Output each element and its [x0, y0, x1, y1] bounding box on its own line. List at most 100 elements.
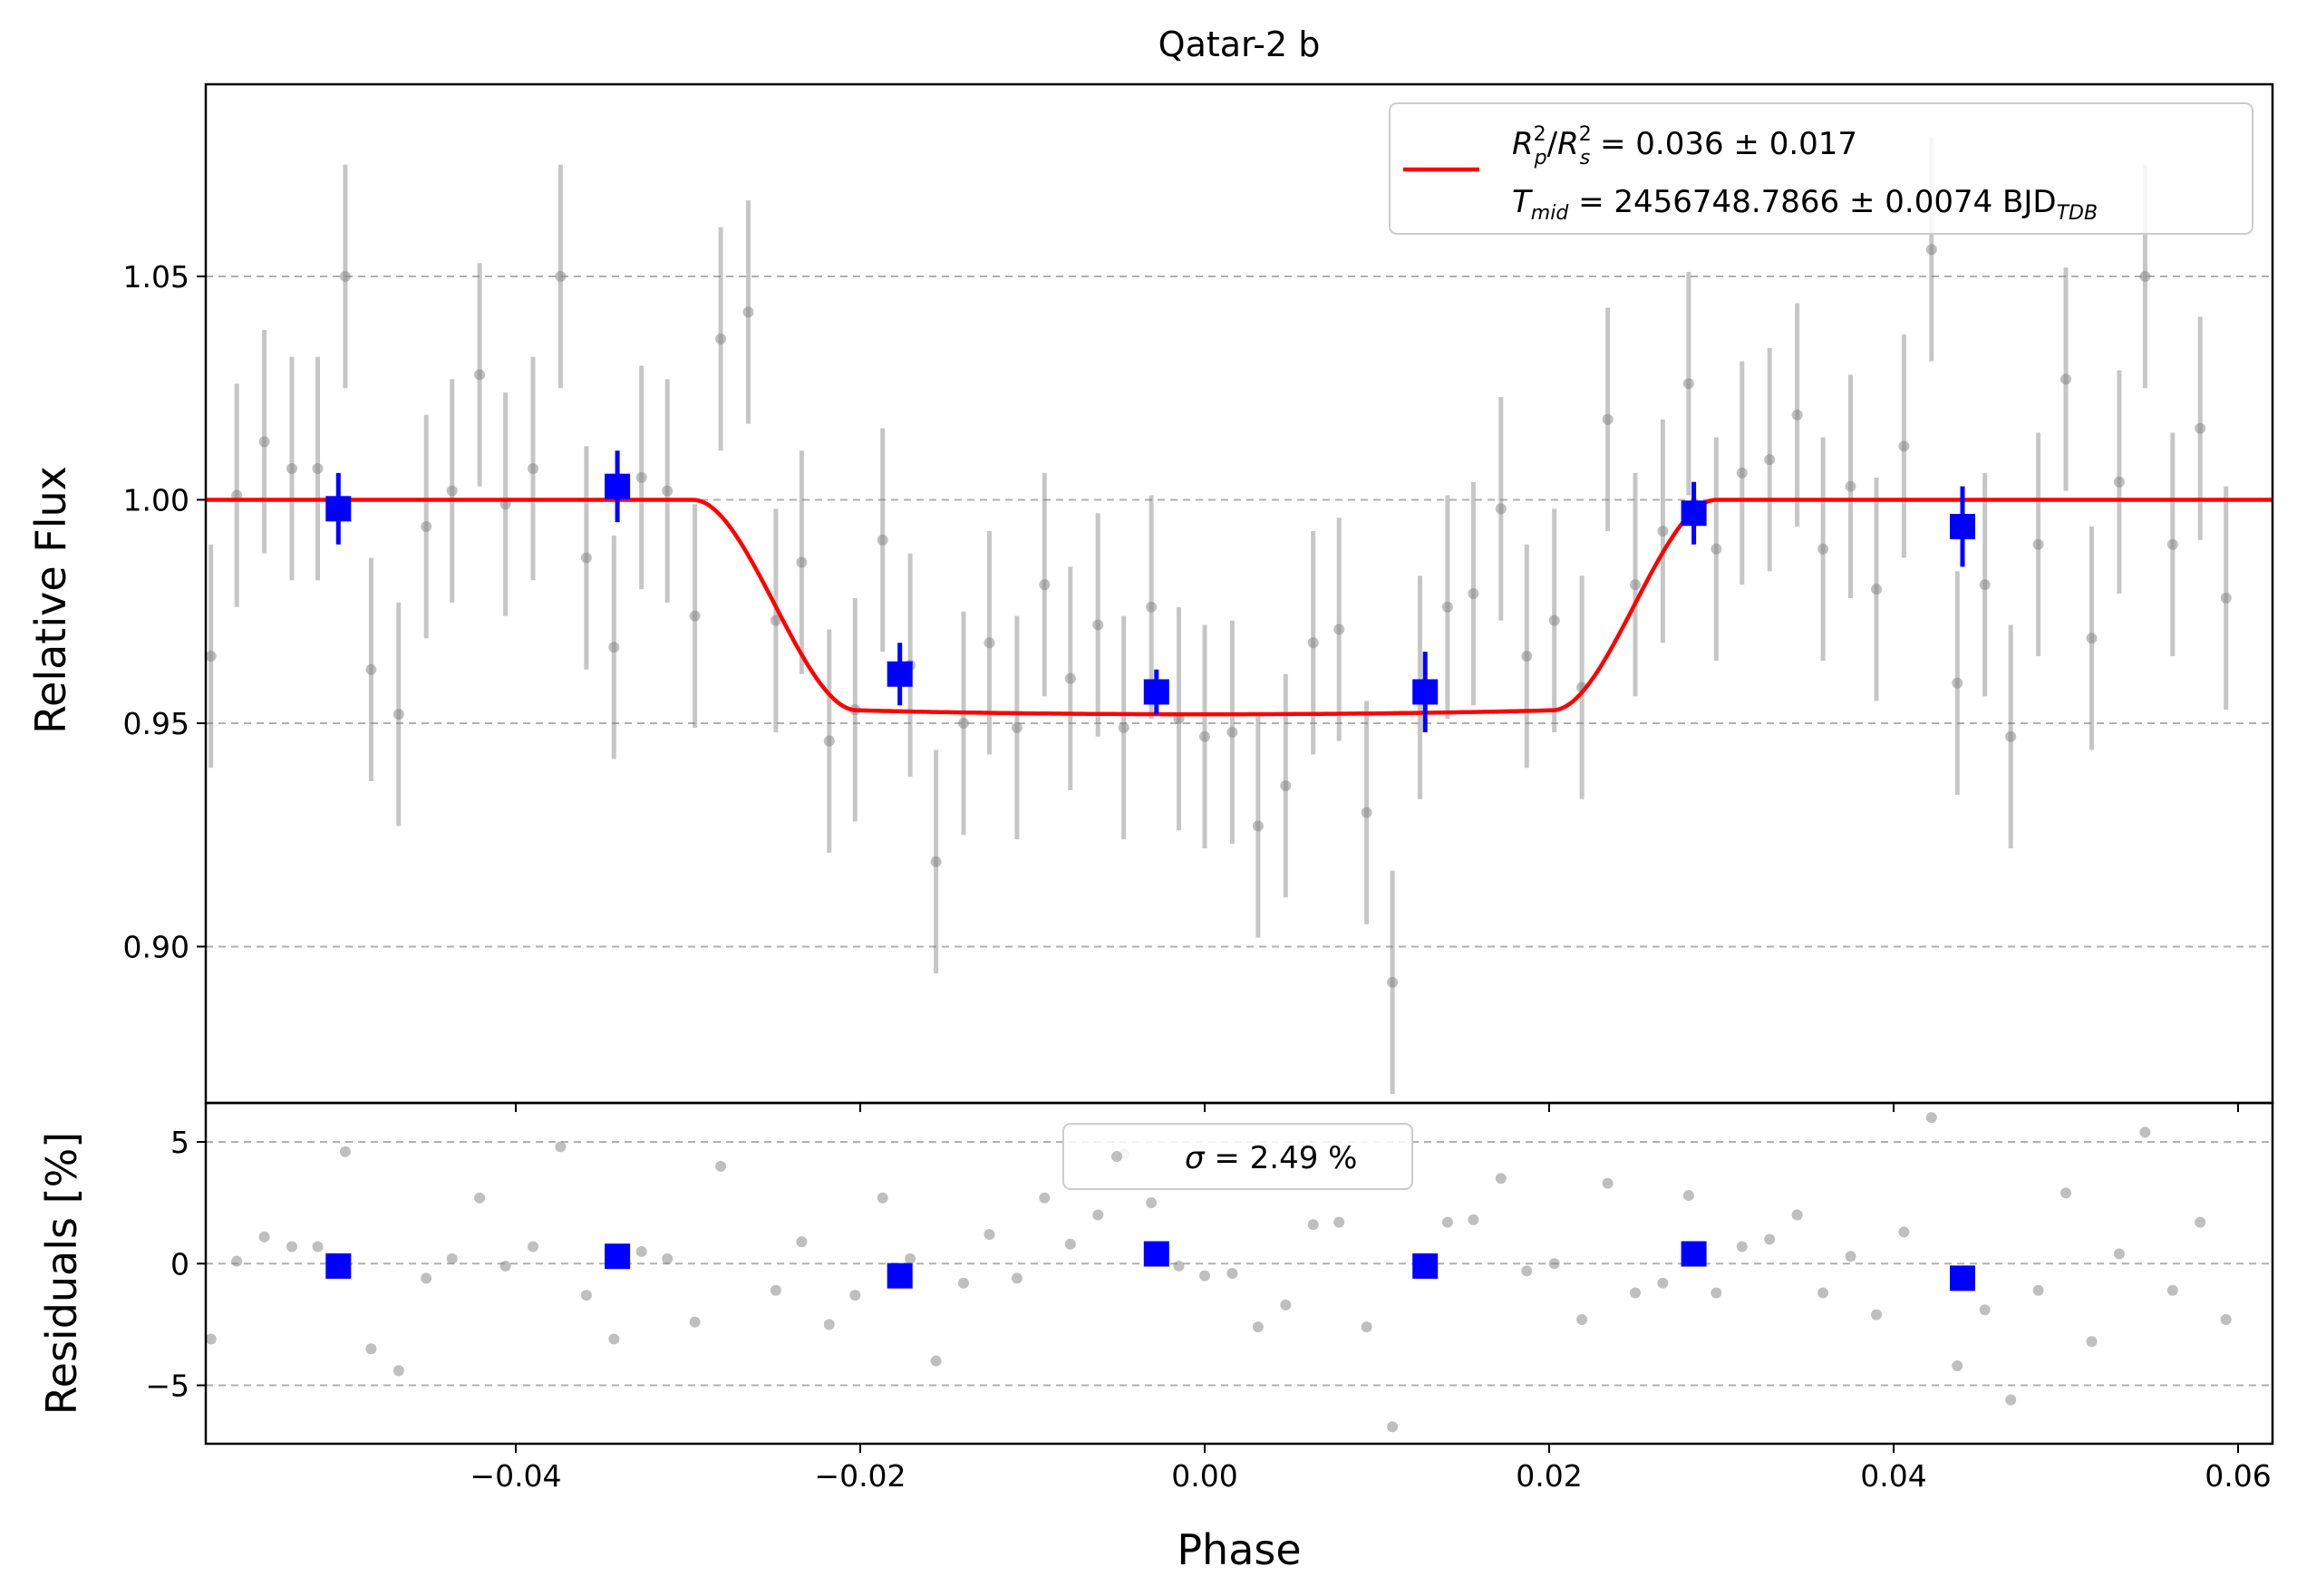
- residual-point: [635, 1245, 647, 1257]
- residual-point: [2139, 1127, 2151, 1138]
- residual-point: [1468, 1214, 1479, 1225]
- raw-point: [1521, 651, 1533, 663]
- raw-point: [1764, 454, 1776, 466]
- raw-point: [1925, 244, 1937, 256]
- residual-point: [1764, 1233, 1776, 1245]
- residual-point: [2166, 1284, 2178, 1296]
- residual-point: [231, 1255, 243, 1267]
- raw-point: [1092, 619, 1104, 631]
- residual-point: [421, 1272, 432, 1284]
- x-tick-label: −0.04: [470, 1458, 561, 1494]
- raw-point: [393, 709, 404, 721]
- raw-point: [2220, 592, 2232, 604]
- raw-point: [662, 485, 674, 497]
- x-ticks: −0.04 −0.02 0.00 0.02 0.04 0.06: [470, 1444, 2272, 1494]
- residual-point: [1548, 1258, 1560, 1270]
- residual-point: [2032, 1284, 2044, 1296]
- residual-point: [1630, 1287, 1641, 1299]
- raw-point: [770, 614, 781, 626]
- raw-point: [2195, 422, 2206, 434]
- raw-point: [1039, 579, 1051, 591]
- residual-point: [286, 1241, 297, 1253]
- flux-legend: R2 p/R2 s = 0.036 ± 0.017 Tmid = 2456748.7…: [1389, 102, 2253, 235]
- residual-point: [1092, 1209, 1104, 1221]
- binned-point: [1412, 679, 1439, 705]
- raw-point: [1146, 601, 1158, 613]
- raw-point: [823, 735, 835, 747]
- raw-point: [1118, 721, 1129, 733]
- raw-point: [528, 462, 538, 474]
- residual-point: [1495, 1173, 1507, 1185]
- raw-point: [742, 306, 754, 318]
- raw-point: [2113, 476, 2125, 488]
- residual-point: [823, 1319, 835, 1330]
- raw-point: [1199, 730, 1210, 742]
- residual-point: [393, 1365, 404, 1377]
- raw-point: [1657, 525, 1669, 537]
- residual-point: [2195, 1216, 2206, 1228]
- legend-tmid-text: Tmid = 2456748.7866 ± 0.0074 BJDTDB: [1512, 184, 2098, 225]
- residuals-y-ticks: −5 0 5: [145, 1125, 206, 1404]
- raw-point: [1630, 579, 1641, 591]
- raw-point: [206, 651, 217, 663]
- raw-point: [1441, 601, 1453, 613]
- residual-point: [1736, 1241, 1748, 1253]
- residual-point: [1361, 1321, 1372, 1333]
- y-axis-label-flux: Relative Flux: [26, 466, 75, 734]
- residual-point: [580, 1290, 592, 1301]
- residual-point: [2060, 1187, 2071, 1199]
- residual-point: [849, 1290, 861, 1301]
- raw-point: [796, 556, 808, 568]
- raw-point: [877, 534, 888, 546]
- binned-point: [1681, 500, 1707, 527]
- y-axis-label-residuals: Residuals [%]: [37, 1132, 86, 1415]
- raw-point: [715, 334, 727, 344]
- raw-point: [1682, 378, 1694, 390]
- residual-point: [1682, 1190, 1694, 1202]
- x-tick-label: 0.00: [1171, 1458, 1237, 1494]
- legend-sigma-text: σ = 2.49 %: [1185, 1140, 1357, 1176]
- residual-point: [796, 1236, 808, 1248]
- raw-point: [1817, 543, 1829, 555]
- binned-point: [1950, 514, 1975, 540]
- flux-plot-area: [206, 138, 2273, 1095]
- raw-point: [1711, 543, 1722, 555]
- flux-y-tick-label: 0.90: [123, 929, 189, 964]
- residual-point: [2005, 1394, 2017, 1406]
- residual-point: [905, 1253, 916, 1264]
- residual-point: [1979, 1304, 1991, 1316]
- raw-point: [635, 471, 647, 483]
- binned-residual-point: [1950, 1265, 1975, 1291]
- residual-point: [930, 1355, 942, 1367]
- raw-point: [1280, 779, 1292, 791]
- raw-point: [555, 270, 567, 282]
- residual-point: [1441, 1216, 1453, 1228]
- raw-point: [1361, 807, 1372, 818]
- binned-point: [887, 661, 913, 687]
- residual-point: [446, 1253, 458, 1264]
- residual-point: [1173, 1260, 1185, 1272]
- residuals-y-tick-label: −5: [145, 1369, 189, 1404]
- raw-point: [1898, 440, 1910, 452]
- residual-point: [499, 1260, 511, 1272]
- residual-point: [1898, 1226, 1910, 1238]
- residual-point: [365, 1343, 377, 1355]
- flux-y-tick-label: 0.95: [123, 706, 189, 741]
- residual-point: [339, 1146, 351, 1157]
- binned-point: [1143, 679, 1169, 705]
- binned-residual-point: [887, 1262, 913, 1289]
- binned-residual-point: [1681, 1241, 1707, 1267]
- residual-point: [1280, 1299, 1292, 1311]
- binned-point: [605, 473, 631, 499]
- raw-point: [421, 521, 432, 533]
- raw-point: [1468, 588, 1479, 599]
- residual-point: [1226, 1268, 1238, 1279]
- residual-point: [1307, 1219, 1319, 1231]
- residual-point: [608, 1333, 620, 1345]
- binned-residual-point: [325, 1253, 352, 1279]
- raw-point: [2060, 373, 2071, 385]
- residual-point: [984, 1229, 995, 1241]
- raw-point: [689, 610, 701, 622]
